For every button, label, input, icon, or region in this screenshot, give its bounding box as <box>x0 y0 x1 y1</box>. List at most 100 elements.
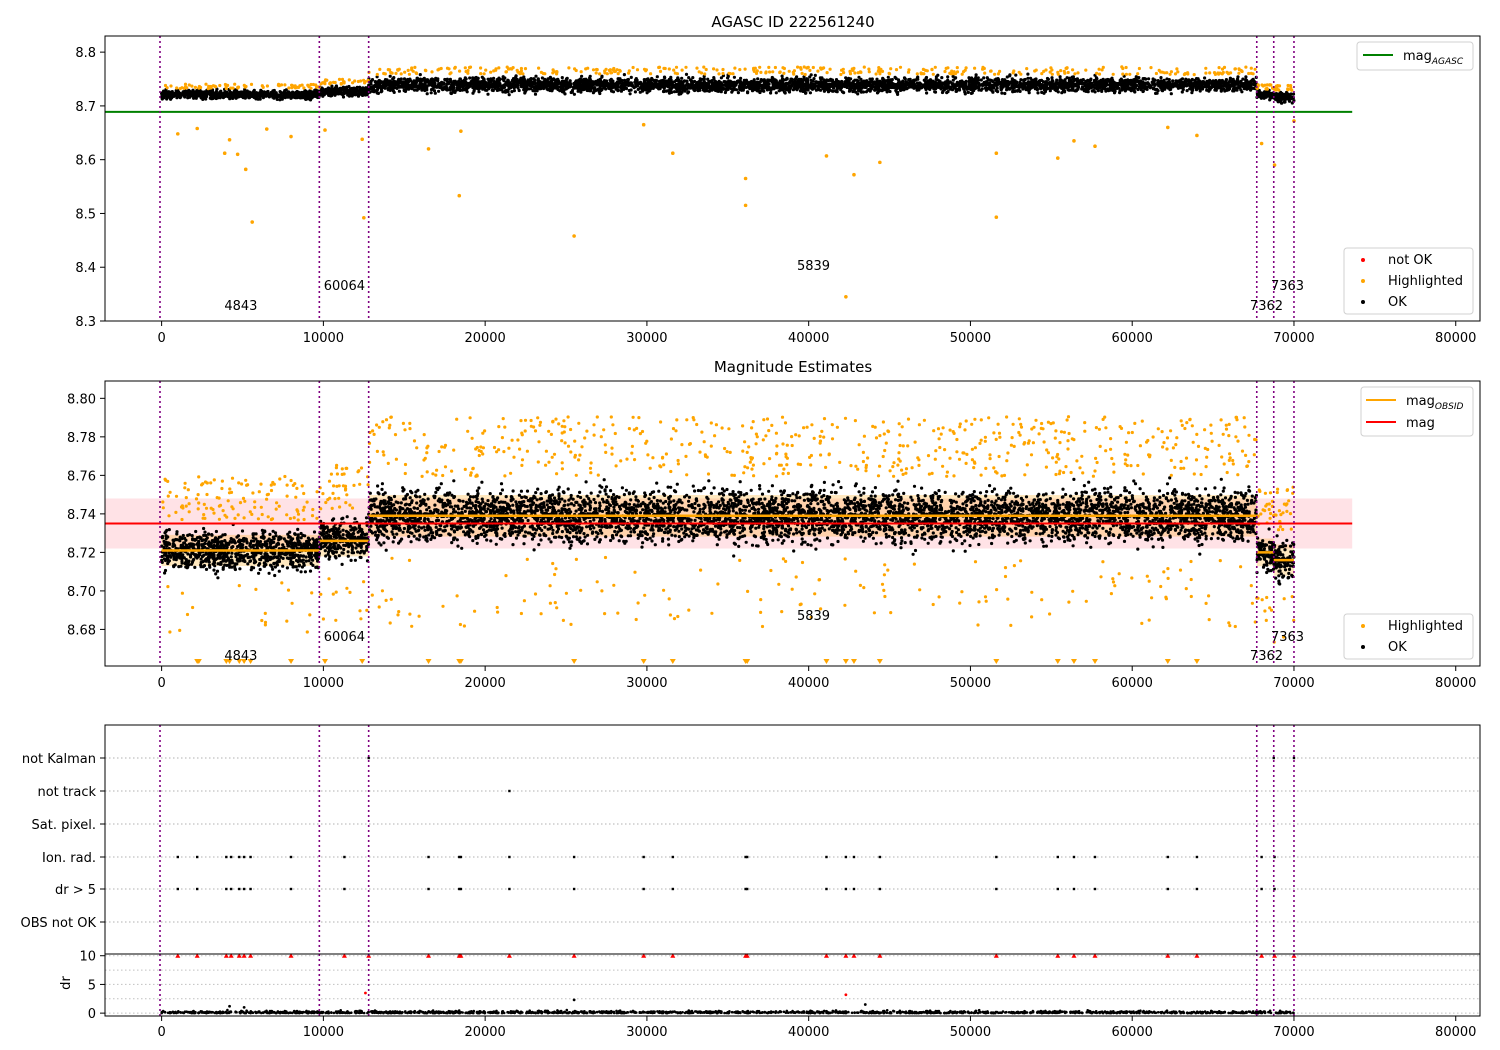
ok-point <box>774 91 778 95</box>
ok-point <box>507 93 511 97</box>
ok-point <box>307 96 311 100</box>
ok-point <box>882 83 886 87</box>
ok-point <box>965 87 969 91</box>
ok-point <box>730 90 734 94</box>
ok-point <box>486 92 490 96</box>
ok-point <box>1141 77 1145 81</box>
ok-point <box>1026 72 1030 76</box>
ok-point <box>351 86 355 91</box>
ok-point <box>476 87 480 91</box>
ok-point <box>198 89 202 93</box>
ok-point <box>1197 79 1201 83</box>
ok-point <box>619 84 623 89</box>
ok-point <box>387 82 391 86</box>
ok-point <box>284 88 288 92</box>
ok-point <box>195 89 199 93</box>
ok-point <box>691 76 695 80</box>
ok-point <box>668 79 672 83</box>
ok-point <box>1240 90 1244 94</box>
ok-point <box>1183 81 1187 85</box>
ok-point <box>160 97 164 101</box>
ok-point <box>429 91 433 95</box>
ok-point <box>1019 82 1023 86</box>
ok-point <box>1156 82 1160 86</box>
ok-point <box>184 91 188 95</box>
ok-point <box>951 78 955 82</box>
ok-point <box>1087 83 1091 87</box>
ok-point <box>194 96 198 100</box>
ok-point <box>855 82 859 86</box>
ok-point <box>1223 89 1227 93</box>
ok-point <box>800 82 804 86</box>
ok-point <box>588 76 592 80</box>
ok-point <box>607 86 611 90</box>
ok-point <box>1092 78 1096 83</box>
ok-point <box>1178 80 1182 84</box>
ok-point <box>297 92 301 96</box>
ok-point <box>712 76 716 80</box>
ok-point <box>533 92 538 96</box>
ok-point <box>209 93 213 97</box>
ok-point <box>373 84 377 88</box>
ok-point <box>996 78 1000 83</box>
ok-point <box>934 75 939 79</box>
ok-point <box>1028 80 1032 84</box>
ok-point <box>1016 88 1021 92</box>
ok-point <box>204 97 208 101</box>
ok-point <box>686 91 690 95</box>
ok-point <box>633 90 638 94</box>
ok-point <box>517 88 521 93</box>
ok-point <box>995 86 999 90</box>
ok-point <box>778 88 783 92</box>
ok-point <box>674 83 678 87</box>
ok-point <box>1026 87 1030 91</box>
ok-point <box>726 76 730 80</box>
ok-point <box>392 90 396 94</box>
ok-point <box>439 84 443 88</box>
ok-point <box>1185 89 1189 93</box>
ok-point <box>1012 78 1016 82</box>
ok-point <box>963 90 967 94</box>
ok-point <box>1075 78 1079 82</box>
ok-point <box>787 84 791 88</box>
ok-point <box>787 90 792 94</box>
ok-point <box>806 88 810 92</box>
ok-point <box>1067 88 1071 92</box>
ok-point <box>714 88 718 92</box>
ok-point <box>902 88 906 92</box>
ok-point <box>578 87 582 91</box>
ok-point <box>822 84 826 88</box>
ok-point <box>1146 81 1150 86</box>
ok-point <box>912 83 916 87</box>
ok-point <box>940 90 945 95</box>
ok-point <box>534 87 539 92</box>
ok-point <box>984 88 989 92</box>
ok-point <box>680 76 684 80</box>
ok-point <box>680 86 685 90</box>
ok-point <box>243 87 247 92</box>
ok-point <box>259 88 263 92</box>
ok-point <box>808 91 813 95</box>
ok-point <box>721 86 726 90</box>
ok-point <box>719 76 724 80</box>
ok-point <box>635 78 639 82</box>
ok-point <box>391 87 395 91</box>
ok-point <box>334 84 338 88</box>
ok-point <box>943 87 947 92</box>
ok-point <box>294 91 298 95</box>
ok-point <box>658 83 663 87</box>
ok-point <box>214 96 218 101</box>
ok-point <box>989 85 993 89</box>
ok-point <box>269 90 274 95</box>
ok-point <box>302 93 306 97</box>
ok-point <box>946 75 950 79</box>
ok-point <box>306 92 310 96</box>
ok-point <box>429 82 433 86</box>
ok-point <box>565 85 569 89</box>
ok-point <box>794 81 798 85</box>
ok-point <box>713 82 717 86</box>
ok-point <box>758 90 762 94</box>
ok-point <box>1165 77 1169 81</box>
ok-point <box>659 79 663 83</box>
ok-point <box>667 85 671 89</box>
